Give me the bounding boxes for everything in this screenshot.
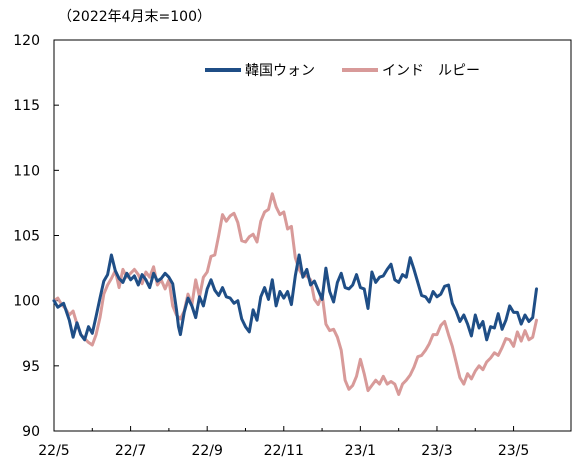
- series-lines: [52, 192, 538, 396]
- y-tick-label: 105: [13, 229, 40, 245]
- x-tick-label: 23/1: [345, 443, 376, 459]
- series-line-1: [52, 192, 538, 396]
- x-tick-label: 22/7: [115, 443, 146, 459]
- chart-note: （2022年4月末=100）: [58, 9, 211, 25]
- legend-label: インド ルピー: [382, 63, 480, 79]
- x-tick-label: 23/3: [421, 443, 452, 459]
- plot-area-frame: [53, 39, 572, 432]
- legend-label: 韓国ウォン: [245, 63, 315, 79]
- y-tick-label: 115: [13, 98, 40, 114]
- x-tick-label: 22/11: [264, 443, 304, 459]
- y-tick-label: 90: [22, 424, 40, 440]
- y-tick-label: 120: [13, 33, 40, 49]
- y-axis: 90 95 100 105 110 115 120: [13, 33, 59, 440]
- x-axis: 22/5 22/7 22/9 22/11 23/1 23/3 23/5: [38, 426, 529, 459]
- series-line-0: [52, 253, 538, 342]
- legend: 韓国ウォン インド ルピー: [205, 63, 480, 79]
- y-tick-label: 95: [22, 359, 40, 375]
- x-tick-label: 22/5: [38, 443, 69, 459]
- y-tick-label: 100: [13, 294, 40, 310]
- x-tick-label: 23/5: [498, 443, 529, 459]
- y-tick-label: 110: [13, 163, 40, 179]
- x-tick-label: 22/9: [191, 443, 222, 459]
